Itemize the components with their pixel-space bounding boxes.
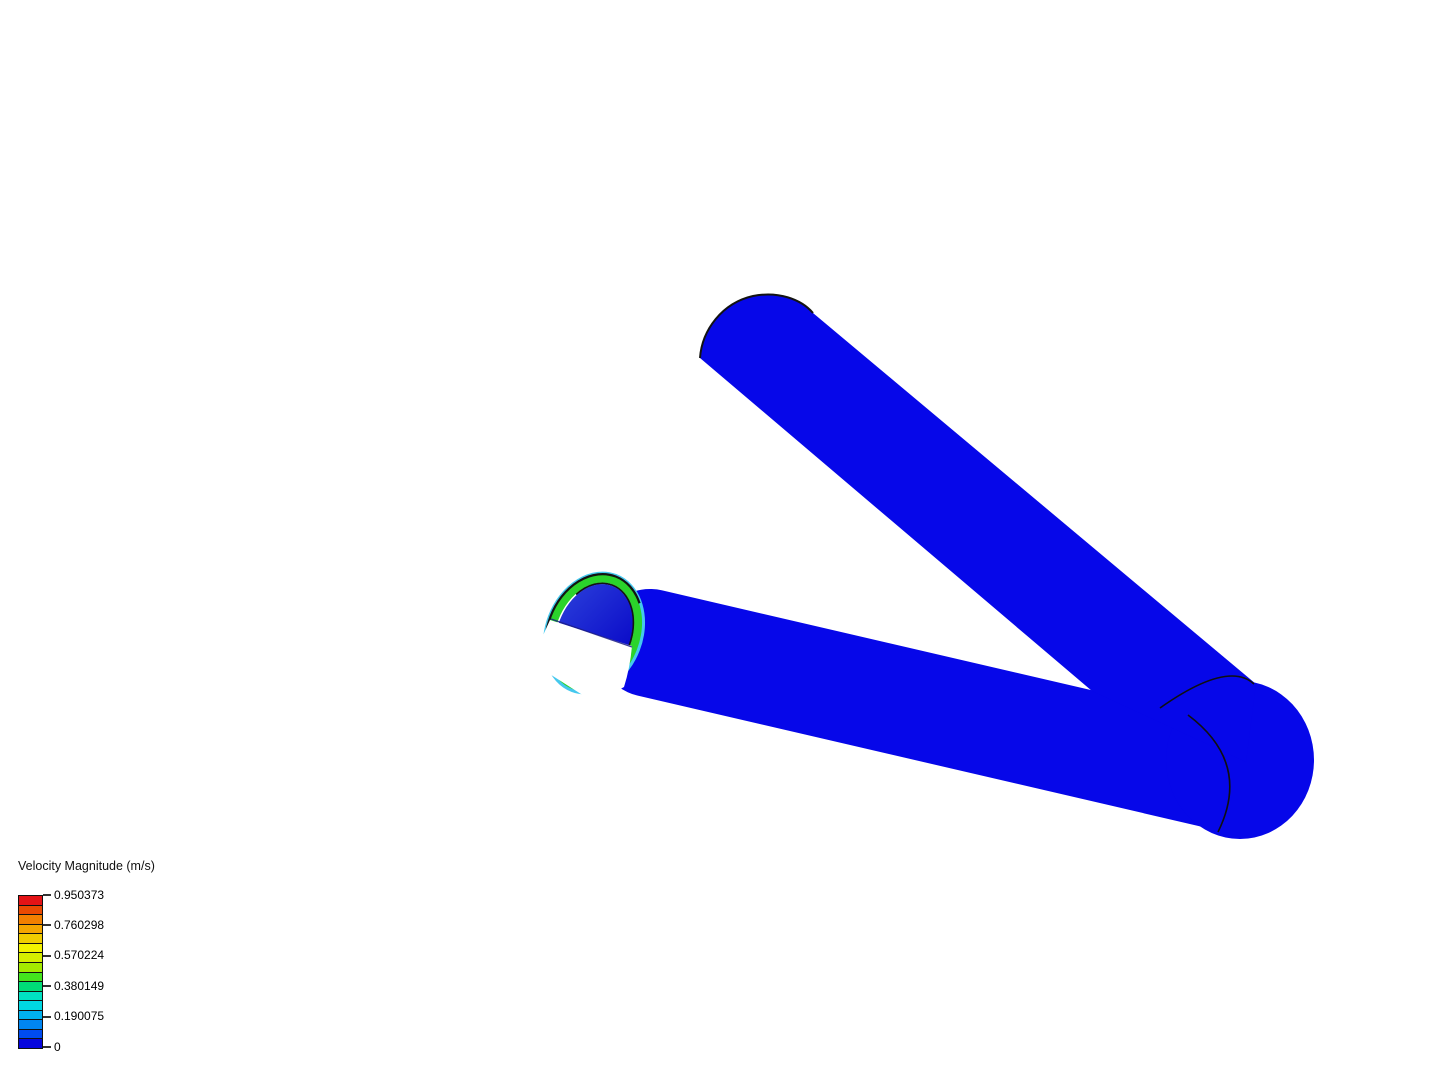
legend-tick-label: 0.190075 xyxy=(54,1009,105,1024)
inlet-nearwall-cutoff xyxy=(531,620,632,703)
colorbar-segment xyxy=(19,1029,42,1040)
legend-tick-label: 0.570224 xyxy=(54,948,105,963)
colorbar xyxy=(18,895,43,1049)
colorbar-segment xyxy=(19,962,42,973)
inlet-nearwall-edge-line xyxy=(550,618,633,648)
legend-tick-mark xyxy=(43,1015,51,1018)
legend-tick-mark xyxy=(43,924,51,927)
colorbar-segment xyxy=(19,896,42,906)
colorbar-segment xyxy=(19,991,42,1002)
upper-cap-outline xyxy=(699,293,814,359)
colorbar-segment xyxy=(19,1039,42,1048)
legend: Velocity Magnitude (m/s) 0.950373 0.76029… xyxy=(0,840,300,1080)
legend-tick-mark xyxy=(43,894,51,896)
legend-tick-label: 0.380149 xyxy=(54,978,105,993)
legend-tick-label: 0.950373 xyxy=(54,887,105,902)
legend-tick-mark xyxy=(43,1046,51,1048)
legend-tick-label: 0 xyxy=(54,1039,61,1054)
elbow-feature-arc-top xyxy=(1159,675,1255,709)
colorbar-segment xyxy=(19,924,42,935)
colorbar-segment xyxy=(19,1010,42,1021)
legend-tick-label: 0.760298 xyxy=(54,917,105,932)
colorbar-segment xyxy=(19,972,42,983)
lower-pipe-body xyxy=(596,589,1276,830)
colorbar-segment xyxy=(19,953,42,963)
elbow-feature-arc-side xyxy=(1187,714,1231,833)
colorbar-segment xyxy=(19,905,42,916)
colorbar-segment xyxy=(19,915,42,925)
colorbar-segment xyxy=(19,1001,42,1011)
legend-tick-mark xyxy=(43,985,51,988)
colorbar-segment xyxy=(19,982,42,992)
colorbar-segment xyxy=(19,943,42,954)
inlet-rim-outer-outline xyxy=(544,573,644,693)
colorbar-segment xyxy=(19,1020,42,1030)
colorbar-segment xyxy=(19,934,42,944)
legend-title: Velocity Magnitude (m/s) xyxy=(18,859,155,873)
upper-pipe-body xyxy=(700,294,1256,762)
legend-tick-mark xyxy=(43,954,51,957)
